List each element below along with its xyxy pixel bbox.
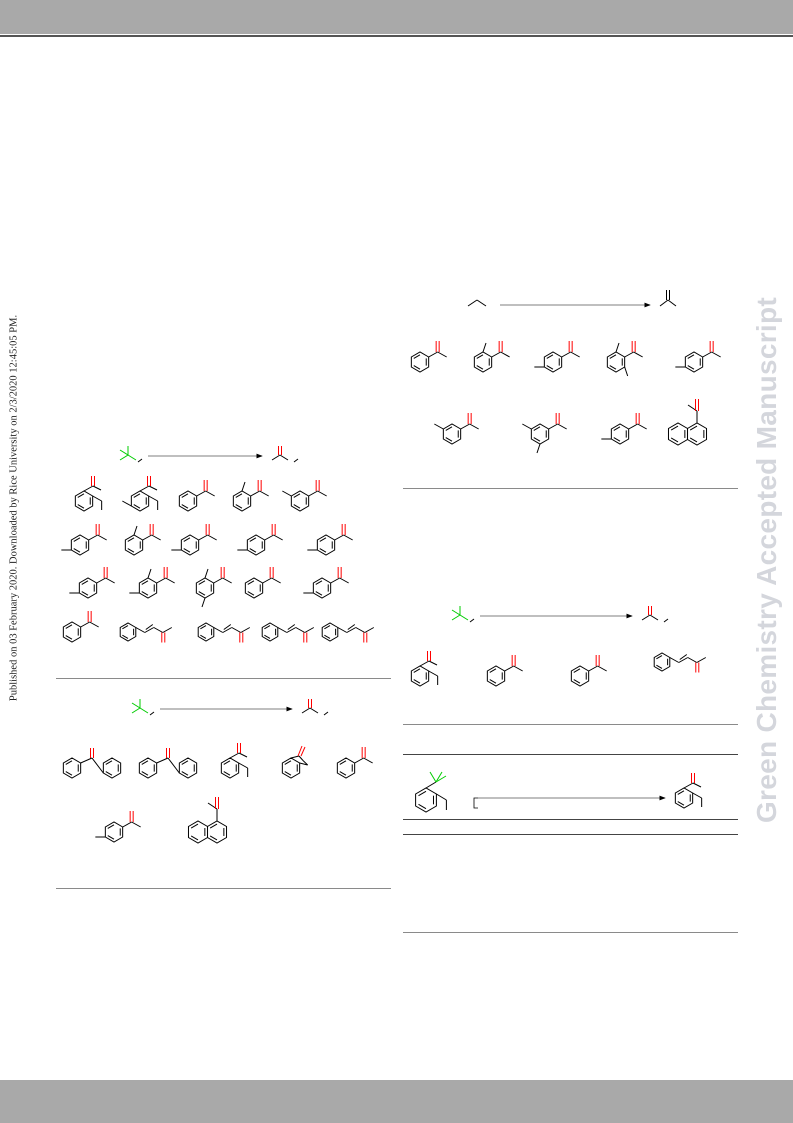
- header-rule: [0, 35, 793, 37]
- header-band: [0, 0, 793, 34]
- scheme-left-bottom: [62, 699, 373, 844]
- right-table-rule-6: [403, 932, 738, 933]
- scheme-right-middle: [410, 606, 707, 687]
- left-table-rule-2: [56, 888, 391, 889]
- right-table-rule-1: [403, 488, 738, 489]
- left-table-rule-1: [56, 678, 391, 679]
- right-table-rule-2: [403, 724, 738, 725]
- scheme-right-top: [410, 290, 721, 454]
- right-table-rule-4: [403, 819, 738, 820]
- scheme-right-bottom: [415, 771, 703, 813]
- scheme-left-top: [61, 446, 375, 643]
- right-table-rule-3: [403, 754, 738, 755]
- right-table-rule-5: [403, 834, 738, 835]
- footer-band: [0, 1080, 793, 1123]
